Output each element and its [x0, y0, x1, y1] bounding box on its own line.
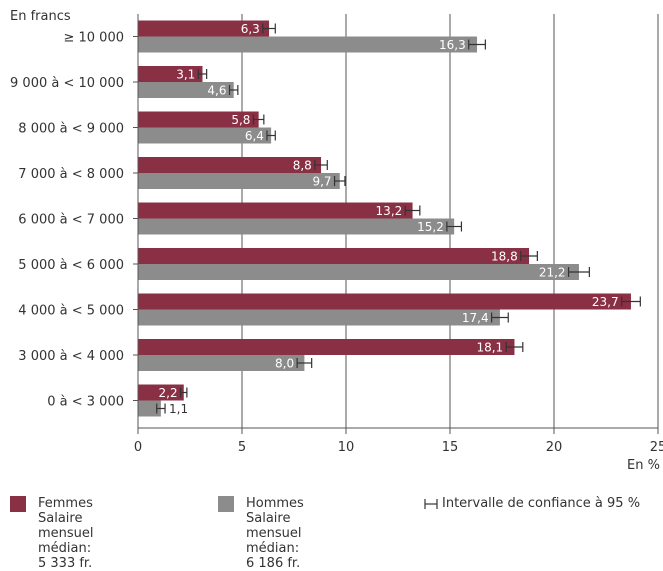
bar-hommes	[138, 36, 478, 53]
legend-ci-label: Intervalle de confiance à 95 %	[442, 496, 641, 511]
bar-chart: 6,3 16,3 3,1 4,6 5,8 6,4 8,89,7 13,2 15,2 18,8 21,…	[10, 9, 663, 473]
error-bar-hommes	[296, 358, 313, 368]
x-unit-label: En %	[627, 458, 660, 473]
bar-femmes	[138, 157, 322, 173]
legend-hommes-line1: Salaire mensuel	[246, 511, 302, 541]
value-label-hommes: 9,7	[312, 175, 331, 189]
value-label-hommes: 6,4	[245, 129, 264, 143]
bar-femmes	[138, 111, 259, 128]
value-label-femmes: 6,3	[241, 22, 260, 36]
bar-hommes	[138, 173, 340, 189]
legend-swatch-hommes	[218, 496, 234, 512]
bar-hommes	[138, 264, 579, 280]
error-bar-femmes	[314, 160, 328, 170]
bar-hommes	[138, 309, 500, 326]
value-label-femmes: 5,8	[231, 113, 250, 127]
error-bar-hommes	[567, 267, 590, 277]
value-label-hommes: 16,3	[439, 38, 466, 52]
error-bar-femmes	[520, 251, 538, 261]
value-label-hommes: 15,2	[417, 220, 444, 234]
legend-femmes-line1: Salaire mensuel	[38, 511, 94, 541]
category-label: 5 000 à < 6 000	[18, 258, 124, 273]
bar-femmes	[138, 66, 203, 82]
bar-femmes	[138, 20, 270, 37]
value-label-hommes: 4,6	[207, 84, 226, 98]
value-label-hommes: 17,4	[462, 311, 489, 325]
value-label-femmes: 3,1	[176, 68, 195, 82]
bar-femmes	[138, 339, 515, 355]
value-label-femmes: 2,2	[159, 386, 178, 400]
error-bar-hommes	[228, 85, 239, 95]
error-bar-hommes	[491, 312, 509, 323]
legend-hommes-name: Hommes	[246, 496, 304, 511]
error-bar-hommes	[156, 403, 166, 414]
x-tick-label-15: 15	[442, 440, 459, 455]
error-bar-femmes	[404, 205, 421, 216]
error-bar-hommes	[266, 130, 276, 141]
category-label: 3 000 à < 4 000	[18, 349, 124, 364]
value-label-hommes: 8,0	[275, 357, 294, 371]
bar-hommes	[138, 82, 234, 98]
legend-swatch-femmes	[10, 496, 26, 512]
bar-femmes	[138, 384, 184, 401]
x-tick-label-0: 0	[134, 440, 142, 455]
value-label-femmes: 18,1	[476, 341, 503, 355]
value-label-femmes: 8,8	[293, 159, 312, 173]
value-label-femmes: 18,8	[491, 250, 518, 264]
bars: 6,3 16,3 3,1 4,6 5,8 6,4 8,89,7 13,2 15,2 18,8 21,…	[138, 20, 641, 417]
x-tick-label-20: 20	[546, 440, 563, 455]
error-bar-hommes	[333, 176, 346, 186]
error-bar-femmes	[180, 387, 188, 398]
bar-femmes	[138, 293, 631, 310]
category-label: 8 000 à < 9 000	[18, 122, 124, 137]
bar-femmes	[138, 248, 530, 264]
bar-hommes	[138, 218, 455, 235]
value-label-hommes: 1,1	[169, 402, 188, 416]
legend-femmes-name: Femmes	[38, 496, 93, 511]
value-label-femmes: 13,2	[376, 204, 403, 218]
x-tick-label-5: 5	[238, 440, 246, 455]
category-label: 7 000 à < 8 000	[18, 167, 124, 182]
value-label-femmes: 23,7	[592, 295, 619, 309]
x-tick-label-25: 25	[650, 440, 663, 455]
value-label-hommes: 21,2	[539, 266, 566, 280]
error-bar-femmes	[252, 114, 265, 125]
category-label: 0 à < 3 000	[47, 395, 124, 410]
bar-femmes	[138, 202, 413, 219]
error-bar-femmes	[505, 342, 524, 352]
category-label: 4 000 à < 5 000	[18, 304, 124, 319]
error-bar-hommes	[468, 39, 486, 50]
error-bar-femmes	[197, 69, 208, 79]
error-bar-femmes	[262, 23, 276, 34]
category-label: 6 000 à < 7 000	[18, 213, 124, 228]
y-unit-label: En francs	[10, 9, 71, 24]
bar-hommes	[138, 127, 272, 144]
category-label: ≥ 10 000	[63, 31, 124, 46]
bar-hommes	[138, 355, 305, 371]
bar-hommes	[138, 400, 161, 417]
axes: 0 5 10 15 20 25 ≥ 10 000 9 000 à < 10 000 8 000 …	[10, 14, 663, 455]
error-bar-femmes	[620, 296, 641, 307]
error-bar-hommes	[446, 221, 463, 232]
x-tick-label-10: 10	[338, 440, 355, 455]
category-label: 9 000 à < 10 000	[10, 76, 124, 91]
ci-icon	[424, 499, 438, 509]
